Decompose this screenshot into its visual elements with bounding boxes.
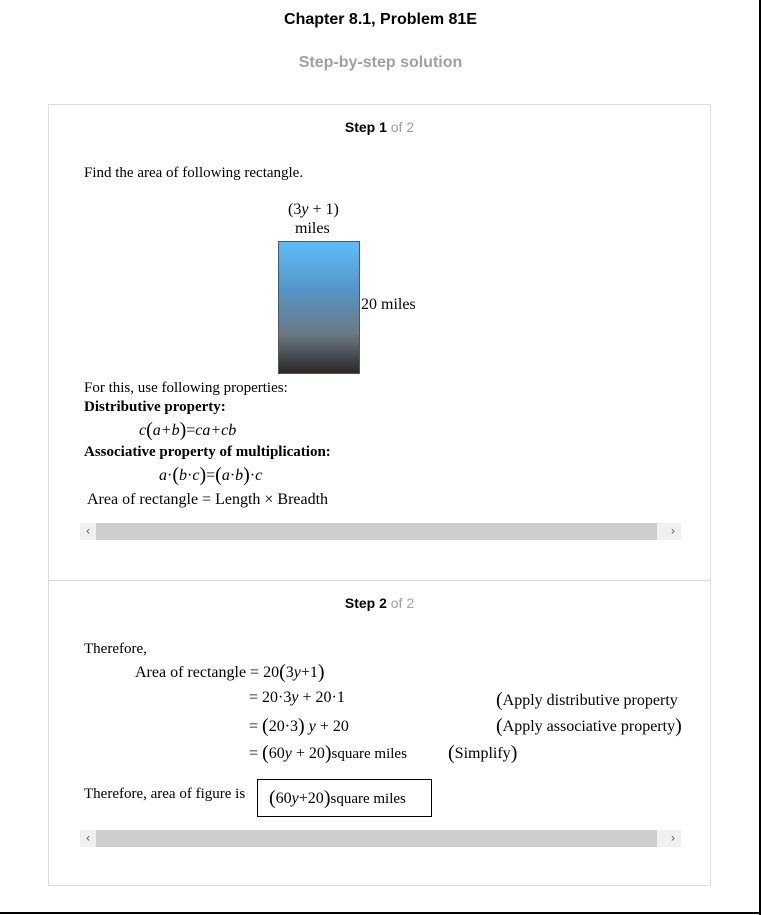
equation-line-1: Area of rectangle = 20(3y+1) <box>135 661 325 683</box>
step2-therefore: Therefore, <box>84 641 147 657</box>
frame-bottom-border <box>0 912 761 914</box>
page-title: Chapter 8.1, Problem 81E <box>284 11 477 28</box>
step1-of: of 2 <box>390 119 415 135</box>
step2-scrollbar[interactable]: ‹ › <box>80 830 681 847</box>
rectangle-figure <box>278 241 360 374</box>
figure-top-label-unit: miles <box>295 220 330 237</box>
area-formula: Area of rectangle = Length × Breadth <box>87 491 329 508</box>
associative-formula: a·(b·c)=(a·b)·c <box>159 464 263 486</box>
frame-right-border <box>759 0 761 915</box>
step1-header: Step 1 of 2 <box>49 119 710 135</box>
chevron-right-icon[interactable]: › <box>670 524 676 538</box>
chevron-left-icon[interactable]: ‹ <box>85 831 91 845</box>
answer-box: (60y+20)square miles <box>257 779 432 817</box>
scrollbar-track[interactable] <box>96 523 657 540</box>
figure-side-label: 20 miles <box>361 296 416 313</box>
figure-top-label: (3y + 1) <box>288 201 339 218</box>
scrollbar-track[interactable] <box>96 830 657 847</box>
properties-intro: For this, use following properties: <box>84 380 288 396</box>
step2-header: Step 2 of 2 <box>49 595 710 611</box>
distributive-title: Distributive property: <box>84 399 226 415</box>
equation-note-4: (Simplify) <box>448 742 518 764</box>
step2-conclusion: Therefore, area of figure is <box>84 786 246 802</box>
answer-value: (60y+20)square miles <box>269 787 406 809</box>
equation-line-2: = 20·3y + 20·1 <box>249 689 345 706</box>
step1-scrollbar[interactable]: ‹ › <box>80 523 681 540</box>
solution-card: Step 1 of 2 Find the area of following r… <box>48 104 711 886</box>
step-divider <box>49 580 710 581</box>
chevron-left-icon[interactable]: ‹ <box>85 524 91 538</box>
equation-line-4: = (60y + 20)square miles <box>249 742 407 764</box>
associative-title: Associative property of multiplication: <box>84 444 331 460</box>
chevron-right-icon[interactable]: › <box>670 831 676 845</box>
step2-of: of 2 <box>390 595 415 611</box>
step2-label: Step 2 <box>344 595 387 611</box>
equation-line-3: = (20·3) y + 20 <box>249 715 349 737</box>
page-subtitle: Step-by-step solution <box>298 54 463 71</box>
step1-intro: Find the area of following rectangle. <box>84 165 304 181</box>
step1-label: Step 1 <box>344 119 387 135</box>
distributive-formula: c(a+b)=ca+cb <box>139 419 237 441</box>
equation-note-2: (Apply distributive property <box>496 689 678 711</box>
equation-note-3: (Apply associative property) <box>496 715 682 737</box>
